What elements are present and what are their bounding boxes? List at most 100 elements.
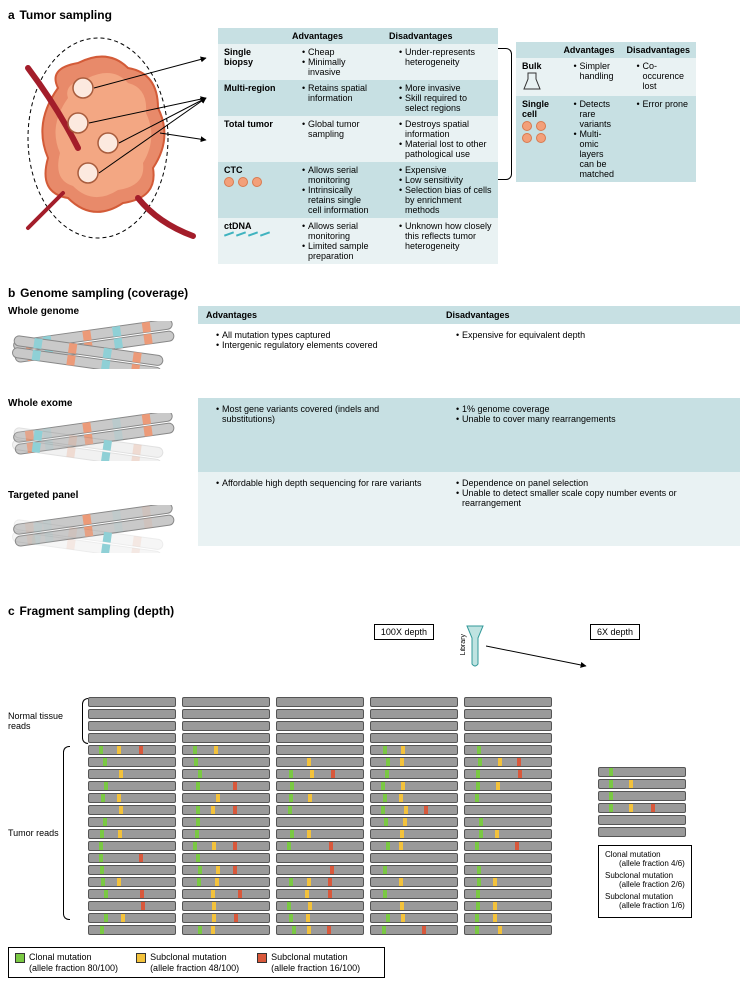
- library-label: Library: [460, 634, 467, 655]
- sequencing-read: [182, 697, 270, 707]
- sequencing-read: [88, 769, 176, 779]
- sequencing-read: [88, 757, 176, 767]
- sequencing-read: [88, 721, 176, 731]
- section-b: b Genome sampling (coverage) Whole genom…: [8, 286, 740, 582]
- depth-6-label: 6X depth: [590, 624, 640, 640]
- chromosome-whole-genome: Whole genome: [8, 306, 198, 372]
- sequencing-read: [370, 781, 458, 791]
- table-row: Total tumorGlobal tumor samplingDestroys…: [218, 116, 498, 162]
- sequencing-read: [182, 745, 270, 755]
- col-dis: Disadvantages: [383, 28, 498, 44]
- sequencing-read: [370, 769, 458, 779]
- sequencing-read: [464, 925, 552, 935]
- sequencing-read: [464, 865, 552, 875]
- sequencing-read: [464, 877, 552, 887]
- sequencing-read: [276, 781, 364, 791]
- sequencing-read: [598, 803, 686, 813]
- legend-item: Clonal mutation(allele fraction 4/6): [605, 850, 685, 868]
- sequencing-read: [88, 781, 176, 791]
- sequencing-read: [276, 901, 364, 911]
- sequencing-read: [276, 913, 364, 923]
- sequencing-read: [370, 913, 458, 923]
- sequencing-read: [182, 889, 270, 899]
- section-c: c Fragment sampling (depth) 100X depth L…: [8, 604, 740, 978]
- sequencing-read: [370, 829, 458, 839]
- table-a-right: Advantages Disadvantages BulkSimpler han…: [516, 42, 696, 182]
- sequencing-read: [182, 913, 270, 923]
- sequencing-read: [370, 865, 458, 875]
- table-row: Affordable high depth sequencing for rar…: [198, 472, 740, 546]
- sequencing-read: [276, 889, 364, 899]
- table-row: ctDNAAllows serial monitoringLimited sam…: [218, 218, 498, 264]
- library-icon: Library: [464, 624, 486, 691]
- sequencing-read: [182, 829, 270, 839]
- legend-item: Subclonal mutation(allele fraction 16/10…: [257, 952, 360, 973]
- sequencing-read: [370, 697, 458, 707]
- sequencing-read: [88, 841, 176, 851]
- sequencing-read: [88, 865, 176, 875]
- sequencing-read: [182, 925, 270, 935]
- sequencing-read: [88, 745, 176, 755]
- sequencing-read: [276, 709, 364, 719]
- reads-grid-100x: [88, 697, 558, 937]
- sequencing-read: [370, 721, 458, 731]
- sequencing-read: [182, 757, 270, 767]
- legend-6x: Clonal mutation(allele fraction 4/6) Subc…: [598, 845, 692, 918]
- legend-item: Clonal mutation(allele fraction 80/100): [15, 952, 118, 973]
- sequencing-read: [88, 817, 176, 827]
- sequencing-read: [598, 827, 686, 837]
- sequencing-read: [464, 793, 552, 803]
- sequencing-read: [182, 901, 270, 911]
- sequencing-read: [182, 877, 270, 887]
- sequencing-read: [276, 769, 364, 779]
- sequencing-read: [464, 709, 552, 719]
- sequencing-read: [464, 721, 552, 731]
- sequencing-read: [276, 817, 364, 827]
- sequencing-read: [88, 793, 176, 803]
- sequencing-read: [182, 769, 270, 779]
- sequencing-read: [276, 853, 364, 863]
- sequencing-read: [276, 757, 364, 767]
- reads-grid-6x: Clonal mutation(allele fraction 4/6) Subc…: [598, 767, 692, 918]
- sequencing-read: [370, 853, 458, 863]
- sequencing-read: [464, 781, 552, 791]
- sequencing-read: [464, 889, 552, 899]
- legend-item: Subclonal mutation(allele fraction 1/6): [605, 892, 685, 910]
- legend-item: Subclonal mutation(allele fraction 48/10…: [136, 952, 239, 973]
- table-row: All mutation types capturedIntergenic re…: [198, 324, 740, 398]
- sequencing-read: [370, 757, 458, 767]
- library-arrows: [486, 624, 606, 668]
- sequencing-read: [276, 841, 364, 851]
- brace-icon: [498, 28, 512, 180]
- sequencing-read: [276, 829, 364, 839]
- sequencing-read: [464, 901, 552, 911]
- sequencing-read: [276, 877, 364, 887]
- table-row: Single biopsyCheapMinimally invasiveUnde…: [218, 44, 498, 80]
- sequencing-read: [464, 913, 552, 923]
- legend-100x: Clonal mutation(allele fraction 80/100) S…: [8, 947, 385, 978]
- chromosome-column: Whole genomeWhole exomeTargeted panel: [8, 306, 198, 582]
- sequencing-read: [88, 709, 176, 719]
- sequencing-read: [370, 805, 458, 815]
- sequencing-read: [88, 877, 176, 887]
- tumor-illustration: [8, 28, 208, 248]
- sequencing-read: [464, 733, 552, 743]
- table-a-main: Advantages Disadvantages Single biopsyCh…: [218, 28, 498, 264]
- section-a: a Tumor sampling: [8, 8, 740, 264]
- sequencing-read: [370, 793, 458, 803]
- sequencing-read: [276, 925, 364, 935]
- col-adv: Advantages: [557, 42, 620, 58]
- table-row: BulkSimpler handlingCo-occurence lost: [516, 58, 696, 96]
- panel-letter-a: a: [8, 8, 15, 22]
- section-b-title: Genome sampling (coverage): [20, 286, 188, 300]
- table-row: CTCAllows serial monitoringIntrinsically…: [218, 162, 498, 218]
- sequencing-read: [182, 865, 270, 875]
- col-adv: Advantages: [286, 28, 383, 44]
- sequencing-read: [370, 877, 458, 887]
- sequencing-read: [598, 815, 686, 825]
- sequencing-read: [370, 925, 458, 935]
- normal-reads-label: Normal tissue reads: [8, 711, 78, 731]
- sequencing-read: [276, 805, 364, 815]
- sequencing-read: [88, 733, 176, 743]
- sequencing-read: [88, 697, 176, 707]
